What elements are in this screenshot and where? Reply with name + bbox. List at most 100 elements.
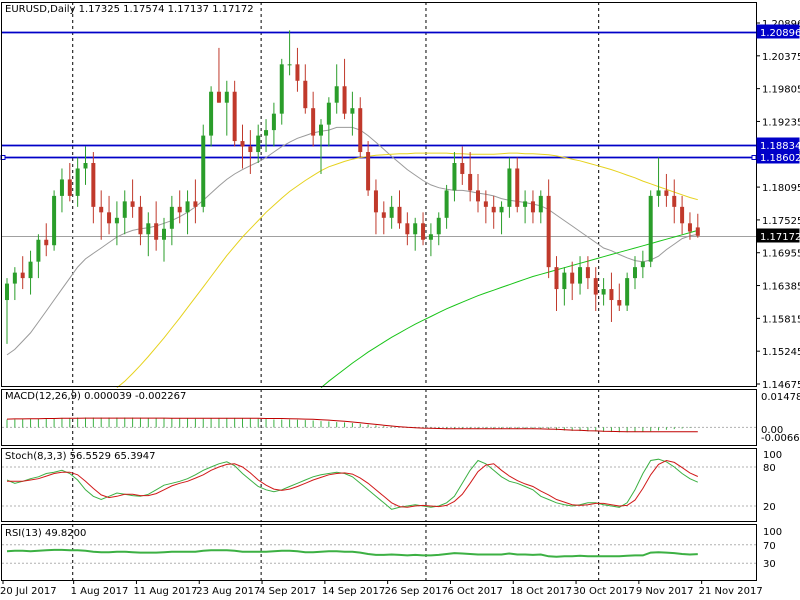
candle[interactable] xyxy=(538,190,543,224)
stochastic-panel[interactable] xyxy=(2,458,756,510)
candle[interactable] xyxy=(672,179,677,224)
candle[interactable] xyxy=(122,190,127,235)
candle[interactable] xyxy=(279,58,284,125)
candle-body xyxy=(680,206,685,224)
candle[interactable] xyxy=(444,184,449,229)
candle[interactable] xyxy=(452,152,457,202)
candle[interactable] xyxy=(287,30,292,76)
candle[interactable] xyxy=(405,212,410,246)
candle[interactable] xyxy=(648,190,653,268)
candle[interactable] xyxy=(256,124,261,163)
candle[interactable] xyxy=(373,179,378,235)
candle[interactable] xyxy=(44,223,49,257)
candle[interactable] xyxy=(625,272,630,311)
candle[interactable] xyxy=(687,212,692,240)
candle[interactable] xyxy=(201,124,206,213)
candle[interactable] xyxy=(334,64,339,114)
candle[interactable] xyxy=(232,80,237,147)
candle[interactable] xyxy=(460,146,465,185)
candle[interactable] xyxy=(264,119,269,153)
candle[interactable] xyxy=(428,223,433,257)
stoch-line xyxy=(6,458,699,510)
candle[interactable] xyxy=(248,130,253,174)
candle[interactable] xyxy=(52,190,57,251)
candle[interactable] xyxy=(562,267,567,306)
candle[interactable] xyxy=(468,152,473,202)
candle[interactable] xyxy=(546,179,551,279)
candle[interactable] xyxy=(570,261,575,301)
candle[interactable] xyxy=(271,102,276,147)
candle[interactable] xyxy=(554,256,559,311)
stoch-tick-label: 20 xyxy=(763,502,776,513)
candle[interactable] xyxy=(523,190,528,224)
candle[interactable] xyxy=(656,157,661,207)
price-tick-label: 1.19235 xyxy=(762,117,800,128)
candle[interactable] xyxy=(530,190,535,224)
candle[interactable] xyxy=(389,195,394,229)
candle[interactable] xyxy=(99,190,104,240)
candle[interactable] xyxy=(36,234,41,279)
candle[interactable] xyxy=(75,157,80,207)
candle[interactable] xyxy=(499,201,504,235)
candle[interactable] xyxy=(381,201,386,235)
level-line-handle[interactable] xyxy=(751,155,757,160)
candle[interactable] xyxy=(154,201,159,251)
candle-body xyxy=(256,135,261,153)
candle[interactable] xyxy=(5,278,9,344)
candle[interactable] xyxy=(421,212,426,246)
candle[interactable] xyxy=(240,124,245,169)
candle[interactable] xyxy=(633,256,637,290)
candle[interactable] xyxy=(593,267,598,311)
candle[interactable] xyxy=(12,267,17,301)
candle[interactable] xyxy=(476,173,480,213)
candle[interactable] xyxy=(436,212,441,246)
candle[interactable] xyxy=(59,168,64,213)
candle[interactable] xyxy=(224,80,229,136)
candle[interactable] xyxy=(664,173,669,207)
candle[interactable] xyxy=(185,190,190,235)
candle[interactable] xyxy=(695,213,700,238)
candle[interactable] xyxy=(177,190,182,224)
candle[interactable] xyxy=(146,212,151,257)
candle[interactable] xyxy=(358,97,363,158)
candle[interactable] xyxy=(680,195,685,235)
price-tick-label: 1.16955 xyxy=(762,249,800,260)
candle[interactable] xyxy=(130,179,135,218)
candle[interactable] xyxy=(578,256,583,295)
candle[interactable] xyxy=(216,47,221,103)
candle[interactable] xyxy=(303,64,308,114)
candle[interactable] xyxy=(169,195,174,246)
candle[interactable] xyxy=(138,195,143,246)
candle[interactable] xyxy=(601,278,606,306)
candle[interactable] xyxy=(28,250,33,295)
candle[interactable] xyxy=(491,195,496,229)
candle[interactable] xyxy=(609,272,614,322)
candle[interactable] xyxy=(585,256,590,290)
candle[interactable] xyxy=(311,91,316,147)
candle[interactable] xyxy=(295,47,300,92)
candle[interactable] xyxy=(193,179,198,224)
price-panel[interactable] xyxy=(0,30,757,389)
candle[interactable] xyxy=(483,190,488,224)
candle[interactable] xyxy=(114,201,119,246)
candle[interactable] xyxy=(413,217,418,251)
candle[interactable] xyxy=(20,256,25,290)
rsi-panel[interactable] xyxy=(2,544,756,564)
candle[interactable] xyxy=(515,157,520,213)
candle[interactable] xyxy=(640,250,645,279)
candle[interactable] xyxy=(366,141,371,196)
candle[interactable] xyxy=(342,58,347,120)
macd-panel[interactable] xyxy=(2,417,756,433)
candle[interactable] xyxy=(107,195,112,235)
candle[interactable] xyxy=(67,163,72,202)
candle[interactable] xyxy=(162,217,166,262)
candle[interactable] xyxy=(617,283,622,311)
candle[interactable] xyxy=(326,97,331,147)
candle[interactable] xyxy=(319,119,323,174)
candle[interactable] xyxy=(83,146,88,185)
candle[interactable] xyxy=(91,152,96,224)
candle[interactable] xyxy=(507,157,512,218)
candle[interactable] xyxy=(209,86,214,147)
candle[interactable] xyxy=(397,190,402,229)
candle[interactable] xyxy=(350,91,355,136)
